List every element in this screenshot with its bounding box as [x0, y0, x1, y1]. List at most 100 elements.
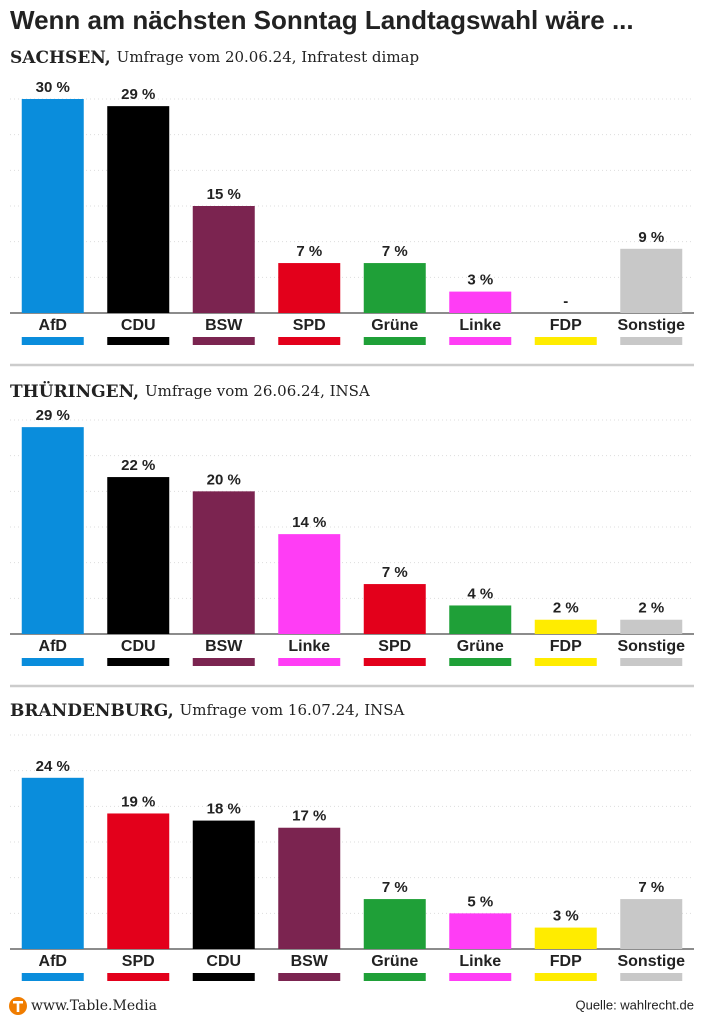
color-swatch [534, 973, 597, 981]
bar [192, 820, 255, 949]
bar [107, 813, 170, 949]
color-swatch [449, 658, 512, 666]
category-label: Grüne [457, 638, 504, 655]
value-label: 22 % [121, 457, 155, 474]
bar [21, 99, 84, 313]
color-swatch [107, 973, 170, 981]
category-label: Sonstige [617, 317, 685, 334]
bar [620, 899, 683, 949]
bar [620, 248, 683, 313]
category-label: Linke [459, 317, 501, 334]
value-label: 2 % [553, 600, 579, 617]
value-label: 4 % [467, 585, 493, 602]
bar [363, 263, 426, 313]
value-label: 3 % [553, 908, 579, 925]
value-label: 19 % [121, 793, 155, 810]
page-title: Wenn am nächsten Sonntag Landtagswahl wä… [10, 5, 634, 35]
chart-header: THÜRINGEN, Umfrage vom 26.06.24, INSA [10, 381, 370, 402]
value-label: 14 % [292, 514, 326, 531]
color-swatch [363, 658, 426, 666]
color-swatch [620, 973, 683, 981]
chart-title: BRANDENBURG, [10, 701, 174, 721]
color-swatch [449, 973, 512, 981]
chart-subtitle: Umfrage vom 26.06.24, INSA [145, 382, 370, 400]
color-swatch [363, 337, 426, 345]
category-label: SPD [293, 317, 326, 334]
bar [21, 777, 84, 949]
chart-title: SACHSEN, [10, 48, 111, 68]
category-label: AfD [39, 638, 67, 655]
category-label: FDP [550, 638, 582, 655]
category-label: FDP [550, 317, 582, 334]
category-label: AfD [39, 317, 67, 334]
value-label: 5 % [467, 893, 493, 910]
category-label: Sonstige [617, 953, 685, 970]
value-label: 7 % [296, 243, 322, 260]
bar [278, 534, 341, 634]
chart-subtitle: Umfrage vom 20.06.24, Infratest dimap [117, 48, 419, 66]
category-label: SPD [122, 953, 155, 970]
color-swatch [363, 973, 426, 981]
category-label: BSW [291, 953, 329, 970]
category-label: Linke [459, 953, 501, 970]
value-label: 20 % [207, 471, 241, 488]
bar [192, 206, 255, 313]
footer-source: Quelle: wahlrecht.de [575, 997, 694, 1012]
category-label: CDU [206, 953, 241, 970]
bar [449, 605, 512, 634]
color-swatch [620, 337, 683, 345]
bar [278, 263, 341, 313]
category-label: BSW [205, 638, 243, 655]
value-label: 7 % [382, 243, 408, 260]
footer-site: www.Table.Media [31, 998, 157, 1014]
category-label: Linke [288, 638, 330, 655]
bar [620, 619, 683, 634]
bar [534, 619, 597, 634]
value-label: 2 % [638, 600, 664, 617]
value-label: 30 % [36, 79, 70, 96]
color-swatch [534, 658, 597, 666]
color-swatch [449, 337, 512, 345]
bar [107, 477, 170, 634]
bar [534, 927, 597, 949]
value-label: - [563, 293, 568, 310]
value-label: 29 % [36, 407, 70, 424]
color-swatch [192, 658, 255, 666]
color-swatch [534, 337, 597, 345]
color-swatch [21, 973, 84, 981]
color-swatch [278, 337, 341, 345]
color-swatch [107, 658, 170, 666]
value-label: 17 % [292, 808, 326, 825]
color-swatch [21, 337, 84, 345]
value-label: 15 % [207, 186, 241, 203]
value-label: 7 % [382, 564, 408, 581]
category-label: FDP [550, 953, 582, 970]
color-swatch [620, 658, 683, 666]
color-swatch [107, 337, 170, 345]
category-label: AfD [39, 953, 67, 970]
category-label: BSW [205, 317, 243, 334]
chart-subtitle: Umfrage vom 16.07.24, INSA [180, 701, 405, 719]
value-label: 9 % [638, 229, 664, 246]
logo-letter [12, 1001, 23, 1012]
value-label: 7 % [382, 879, 408, 896]
chart-header: SACHSEN, Umfrage vom 20.06.24, Infratest … [10, 48, 419, 68]
value-label: 7 % [638, 879, 664, 896]
color-swatch [192, 337, 255, 345]
color-swatch [278, 658, 341, 666]
category-label: Sonstige [617, 638, 685, 655]
category-label: CDU [121, 638, 156, 655]
color-swatch [278, 973, 341, 981]
value-label: 3 % [467, 272, 493, 289]
value-label: 24 % [36, 758, 70, 775]
chart-header: BRANDENBURG, Umfrage vom 16.07.24, INSA [10, 701, 405, 721]
bar [21, 427, 84, 634]
value-label: 29 % [121, 86, 155, 103]
bar [363, 584, 426, 634]
bar [107, 106, 170, 313]
color-swatch [192, 973, 255, 981]
category-label: SPD [378, 638, 411, 655]
bar [449, 913, 512, 949]
value-label: 18 % [207, 801, 241, 818]
